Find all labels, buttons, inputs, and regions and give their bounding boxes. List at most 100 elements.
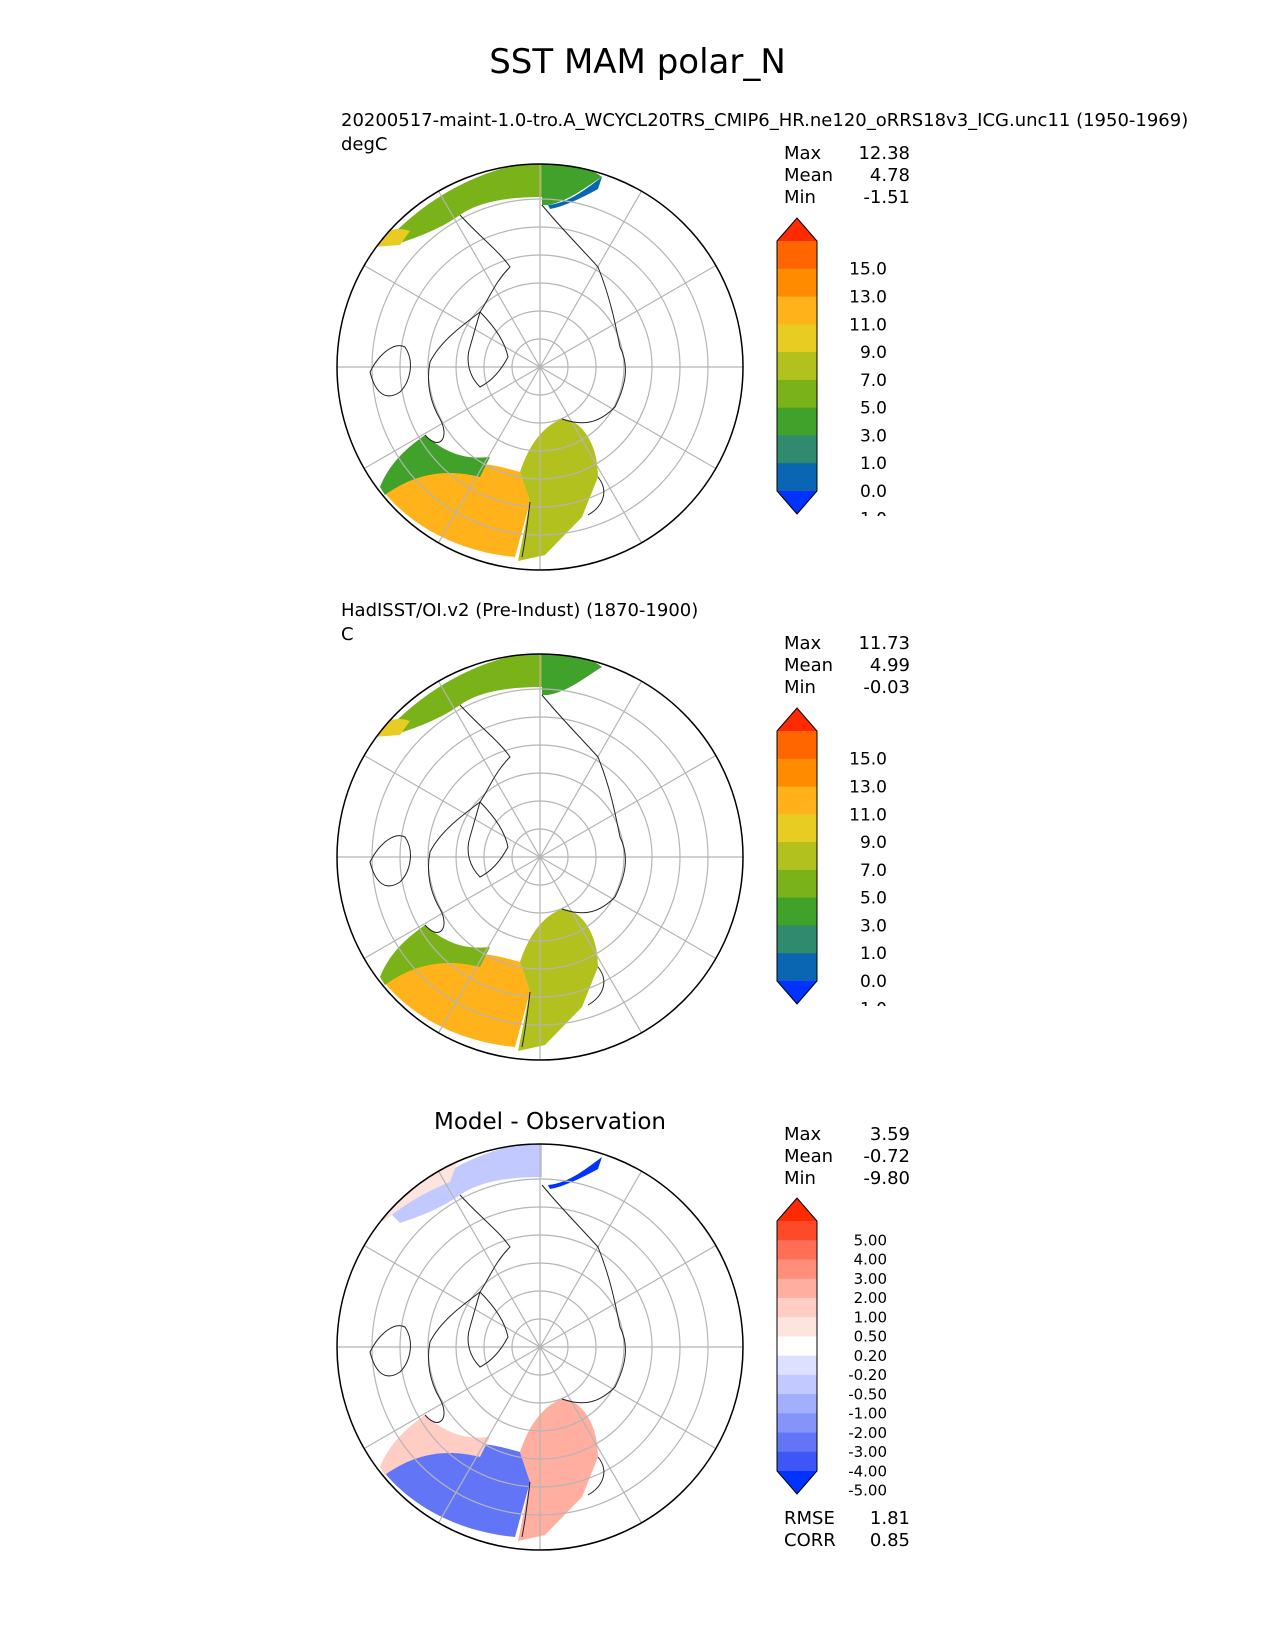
colorbar-segment — [777, 1451, 817, 1472]
colorbar-tick-label: 11.0 — [849, 805, 887, 825]
coastline — [369, 835, 411, 887]
panel1-units: degC — [341, 134, 388, 155]
region-bering-sea — [542, 654, 602, 695]
meridian-line — [363, 1244, 717, 1450]
panel3-stats: Max 3.59 Mean -0.72 Min -9.80 — [784, 1124, 910, 1190]
colorbar-segment — [777, 758, 817, 788]
colorbar-segment — [777, 814, 817, 843]
graticule — [337, 164, 743, 570]
region-north-pacific — [392, 164, 542, 243]
colorbar-tick-label: -3.00 — [848, 1443, 887, 1461]
stat-label: Max — [784, 1124, 822, 1145]
colorbar-segment — [777, 352, 817, 381]
panel1-title: 20200517-maint-1.0-tro.A_WCYCL20TRS_CMIP… — [341, 110, 1189, 131]
colorbar-tick-label: 0.50 — [854, 1328, 887, 1346]
coastline — [424, 214, 511, 443]
coastline — [521, 501, 531, 558]
coastline — [467, 1291, 509, 1368]
region-north-pacific — [392, 1144, 542, 1223]
colorbar-segment — [777, 842, 817, 871]
region-bering-sea — [542, 164, 602, 205]
colorbar-extend-max — [777, 1198, 817, 1221]
colorbar-tick-label: 3.0 — [860, 426, 887, 446]
colorbar-tick-label: 5.0 — [860, 889, 887, 909]
colorbar-segment — [777, 407, 817, 436]
colorbar-segment — [777, 869, 817, 899]
stat-mean: 4.78 — [869, 165, 910, 186]
colorbar-tick-label: -0.50 — [848, 1385, 887, 1403]
colorbar-segment — [777, 1336, 817, 1357]
colorbar-tick-label: 11.0 — [849, 315, 887, 335]
coastline — [467, 311, 509, 388]
colorbar-tick-label: 13.0 — [849, 778, 887, 798]
colorbar-tick-label: 15.0 — [849, 750, 887, 770]
stat-label: Mean — [784, 165, 834, 186]
colorbar-segment — [777, 1374, 817, 1395]
panel2-colorbar: 15.0 13.0 11.0 9.0 7.0 5.0 3.0 1.0 0.0 -1.0 — [776, 707, 887, 1006]
stat-min: -1.51 — [863, 187, 910, 208]
metric-label: RMSE — [784, 1508, 835, 1529]
coastline — [521, 1481, 531, 1538]
colorbar-segment — [777, 1240, 817, 1260]
stat-label: Min — [784, 187, 816, 208]
colorbar-segment — [777, 953, 817, 982]
colorbar-tick-label: 9.0 — [860, 343, 887, 363]
map-boundary — [336, 653, 744, 1061]
region-nordic-seas — [518, 909, 598, 1051]
region-north-atlantic — [380, 462, 530, 557]
colorbar-tick-label: -0.20 — [848, 1366, 887, 1384]
coastline — [467, 801, 509, 878]
colorbar-extend-min — [777, 981, 817, 1004]
colorbar-tick-label: 1.0 — [860, 454, 887, 474]
stat-label: Max — [784, 143, 822, 164]
coastlines — [369, 694, 626, 1048]
coastline — [424, 704, 511, 933]
panel2-polar-map — [336, 653, 744, 1061]
region-north-pacific — [392, 654, 542, 733]
panel2-stats: Max 11.73 Mean 4.99 Min -0.03 — [784, 633, 910, 699]
colorbar-tick-label: 13.0 — [849, 288, 887, 308]
colorbar-tick-label: 5.0 — [860, 399, 887, 419]
colorbar-segment — [777, 324, 817, 353]
colorbar-tick-label: 3.00 — [854, 1270, 887, 1288]
panel2-units: C — [341, 624, 354, 645]
colorbar-segment — [777, 379, 817, 409]
panel1-polar-map — [336, 163, 744, 571]
coastlines — [369, 204, 626, 558]
meridian-line — [363, 754, 717, 960]
colorbar-tick-label: 7.0 — [860, 861, 887, 881]
colorbar-outline — [776, 707, 818, 1005]
stat-label: Mean — [784, 1146, 834, 1167]
colorbar-extend-min — [777, 1471, 817, 1494]
colorbar-tick-label: 0.0 — [860, 482, 887, 502]
colorbar-tick-label: 0.0 — [860, 972, 887, 992]
graticule — [337, 654, 743, 1060]
panel2-title: HadISST/OI.v2 (Pre-Indust) (1870-1900) — [341, 600, 699, 621]
stat-max: 11.73 — [858, 633, 910, 654]
colorbar-extend-max — [777, 218, 817, 241]
panel3-title: Model - Observation — [433, 1109, 667, 1135]
colorbar-segment — [777, 1394, 817, 1414]
coastline — [424, 1194, 511, 1423]
colorbar-segment — [777, 786, 817, 815]
region-labrador-sea — [380, 435, 490, 495]
colorbar-extend-min — [777, 491, 817, 514]
colorbar-segment — [777, 1317, 817, 1337]
stat-label: Min — [784, 677, 816, 698]
colorbar-segment — [777, 925, 817, 954]
colorbar-segment — [777, 1413, 817, 1434]
stat-min: -0.03 — [863, 677, 910, 698]
stat-label: Mean — [784, 655, 834, 676]
colorbar-segment — [777, 1259, 817, 1280]
meridian-line — [363, 264, 717, 470]
colorbar-segment — [777, 897, 817, 926]
colorbar-tick-label: -1.0 — [854, 510, 887, 516]
colorbar-outline — [776, 217, 818, 515]
map-boundary — [336, 1143, 744, 1551]
colorbar-segment — [777, 241, 817, 270]
colorbar-tick-label: -1.0 — [854, 1000, 887, 1006]
panel3-metrics: RMSE 1.81 CORR 0.85 — [784, 1508, 910, 1552]
region-labrador-sea — [380, 1415, 490, 1475]
colorbar-tick-label: 9.0 — [860, 833, 887, 853]
colorbar-tick-label: 3.0 — [860, 916, 887, 936]
